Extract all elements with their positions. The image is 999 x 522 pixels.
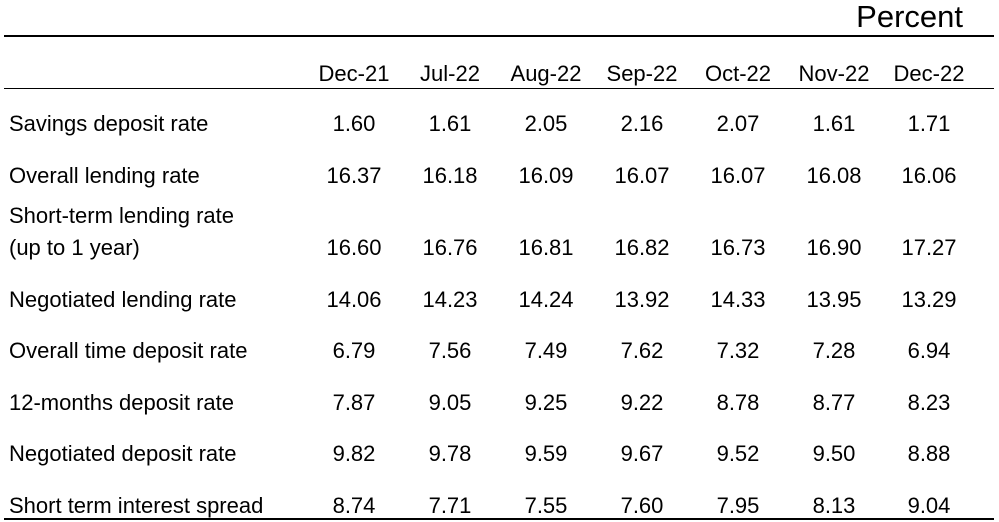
table-cell: 7.71 [428, 493, 472, 518]
table-cell: 16.09 [518, 163, 574, 188]
table-cell: 9.52 [716, 441, 760, 466]
table-cell: 6.79 [332, 338, 376, 363]
table-cell: 9.04 [907, 493, 951, 518]
table-cell: 9.78 [428, 441, 472, 466]
table-cell: 7.49 [524, 338, 568, 363]
row-label-line-1: Short-term lending rate [9, 203, 234, 228]
table-cell: 16.18 [422, 163, 478, 188]
table-cell: 16.60 [326, 235, 382, 260]
table-cell: 9.67 [620, 441, 664, 466]
row-label: Overall lending rate [9, 163, 200, 188]
table-cell: 16.73 [710, 235, 766, 260]
table-cell: 14.23 [422, 287, 478, 312]
table-cell: 13.95 [806, 287, 862, 312]
bottom-rule [4, 518, 994, 520]
table-cell: 8.23 [907, 390, 951, 415]
row-label: Overall time deposit rate [9, 338, 248, 363]
table-cell: 7.60 [620, 493, 664, 518]
table-cell: 9.59 [524, 441, 568, 466]
row-label: Negotiated deposit rate [9, 441, 237, 466]
table-cell: 9.25 [524, 390, 568, 415]
table-cell: 16.06 [901, 163, 957, 188]
table-cell: 8.78 [716, 390, 760, 415]
table-cell: 8.88 [907, 441, 951, 466]
table-cell: 13.92 [614, 287, 670, 312]
row-label: 12-months deposit rate [9, 390, 235, 415]
column-header-dec-22: Dec-22 [893, 61, 965, 86]
table-cell: 2.05 [524, 111, 568, 136]
table-cell: 6.94 [907, 338, 951, 363]
table-cell: 7.87 [332, 390, 376, 415]
table-cell: 8.77 [812, 390, 856, 415]
column-header-aug-22: Aug-22 [510, 61, 582, 86]
table-cell: 16.08 [806, 163, 862, 188]
table-cell: 1.71 [907, 111, 951, 136]
table-cell: 8.74 [332, 493, 376, 518]
header-rule [4, 88, 994, 89]
column-header-sep-22: Sep-22 [606, 61, 678, 86]
table-cell: 2.07 [716, 111, 760, 136]
column-header-oct-22: Oct-22 [704, 61, 772, 86]
table-cell: 9.82 [332, 441, 376, 466]
unit-label: Percent [856, 0, 963, 34]
top-rule [4, 35, 994, 37]
table-cell: 9.22 [620, 390, 664, 415]
table-cell: 8.13 [812, 493, 856, 518]
column-header-dec-21: Dec-21 [318, 61, 390, 86]
table-cell: 9.05 [428, 390, 472, 415]
row-label: Negotiated lending rate [9, 287, 237, 312]
table-cell: 16.82 [614, 235, 670, 260]
table-cell: 14.06 [326, 287, 382, 312]
column-header-jul-22: Jul-22 [420, 61, 480, 86]
row-label: Savings deposit rate [9, 111, 209, 136]
table-cell: 9.50 [812, 441, 856, 466]
table-cell: 16.37 [326, 163, 382, 188]
row-label-line-2: (up to 1 year) [9, 235, 140, 260]
table-cell: 16.81 [518, 235, 574, 260]
table-cell: 17.27 [901, 235, 957, 260]
table-cell: 16.76 [422, 235, 478, 260]
table-cell: 16.07 [614, 163, 670, 188]
table-cell: 7.56 [428, 338, 472, 363]
column-header-nov-22: Nov-22 [798, 61, 870, 86]
table-cell: 14.33 [710, 287, 766, 312]
table-cell: 1.61 [428, 111, 472, 136]
table-cell: 16.07 [710, 163, 766, 188]
table-cell: 7.32 [716, 338, 760, 363]
table-cell: 16.90 [806, 235, 862, 260]
table-cell: 2.16 [620, 111, 664, 136]
table-cell: 7.95 [716, 493, 760, 518]
row-label: Short term interest spread [9, 493, 264, 518]
table-cell: 1.61 [812, 111, 856, 136]
table-cell: 7.28 [812, 338, 856, 363]
table-cell: 1.60 [332, 111, 376, 136]
table-cell: 7.62 [620, 338, 664, 363]
table-cell: 14.24 [518, 287, 574, 312]
table-cell: 13.29 [901, 287, 957, 312]
table-cell: 7.55 [524, 493, 568, 518]
